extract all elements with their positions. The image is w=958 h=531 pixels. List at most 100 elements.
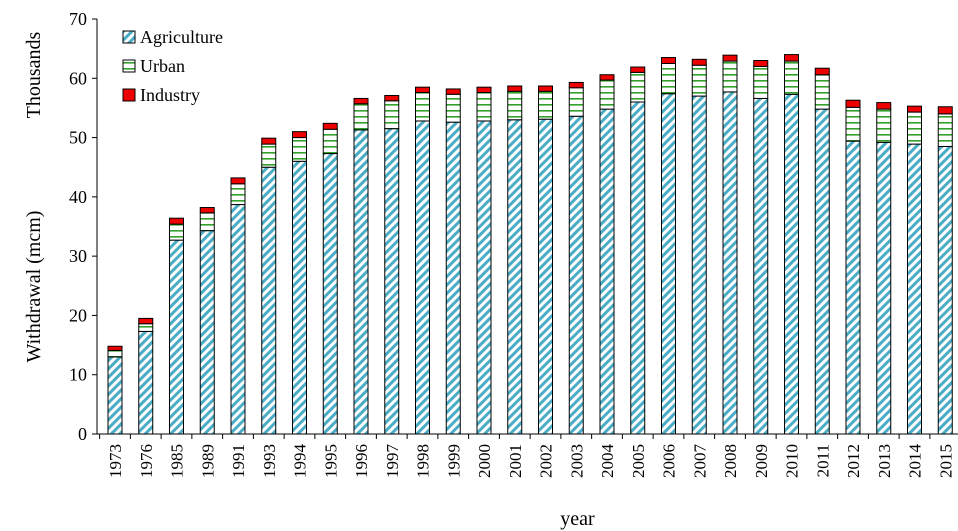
y-tick-label: 40 [69, 187, 87, 207]
bar-agriculture-1996 [353, 129, 369, 435]
y-tick-label: 10 [69, 365, 87, 385]
bar-urban-2006 [661, 62, 676, 95]
x-tick-label: 1998 [414, 444, 433, 478]
x-tick-label: 2011 [813, 444, 832, 477]
x-tick-label: 1989 [198, 444, 217, 478]
x-tick-label: 2013 [875, 444, 894, 478]
bar-industry-2002 [538, 85, 553, 92]
bar-industry-2011 [814, 67, 830, 76]
bar-agriculture-2003 [568, 115, 584, 435]
bar-urban-1973 [107, 349, 123, 358]
bar-industry-2005 [630, 66, 646, 73]
bar-agriculture-2008 [722, 91, 738, 435]
bar-agriculture-1985 [169, 239, 184, 435]
legend-swatch-agriculture [122, 30, 136, 44]
bar-urban-1998 [415, 92, 430, 122]
bar-urban-2011 [814, 74, 830, 110]
x-axis-title: year [560, 508, 595, 530]
bar-agriculture-2009 [753, 97, 769, 435]
bar-industry-2004 [599, 74, 615, 81]
bar-agriculture-2006 [661, 93, 676, 435]
bar-agriculture-2002 [538, 118, 553, 435]
x-tick-label: 2008 [721, 444, 740, 478]
x-tick-label: 2004 [598, 444, 617, 479]
bar-industry-1999 [445, 88, 461, 95]
x-tick-label: 1993 [260, 444, 279, 478]
bar-agriculture-1976 [138, 330, 154, 435]
legend-swatch-urban [122, 59, 136, 73]
bar-industry-1989 [199, 207, 215, 214]
bar-urban-1995 [322, 128, 338, 155]
x-tick-label: 2002 [537, 444, 556, 478]
bar-industry-1994 [292, 131, 307, 139]
x-tick-label: 2006 [660, 444, 679, 478]
legend-label-industry: Industry [140, 85, 200, 105]
bar-industry-1976 [138, 317, 154, 325]
y-tick-label: 0 [78, 424, 87, 444]
x-tick-label: 2012 [844, 444, 863, 478]
y-tick-label: 70 [69, 9, 87, 29]
x-tick-label: 2000 [475, 444, 494, 478]
legend-label-agriculture: Agriculture [140, 27, 223, 47]
bar-industry-2014 [907, 105, 922, 113]
x-tick-label: 1999 [444, 444, 463, 478]
bar-industry-2003 [568, 81, 584, 89]
legend-swatch-industry [122, 88, 136, 102]
bar-industry-2008 [722, 54, 738, 62]
bar-industry-2007 [691, 58, 707, 66]
bar-agriculture-2012 [845, 140, 861, 435]
bar-industry-2009 [753, 60, 769, 67]
bar-urban-2000 [476, 92, 492, 122]
bar-urban-1996 [353, 103, 369, 131]
y-tick-label: 60 [69, 68, 87, 88]
bar-urban-2008 [722, 60, 738, 93]
x-tick-label: 1996 [352, 444, 371, 478]
bar-agriculture-2001 [507, 119, 523, 435]
x-tick-label: 1995 [321, 444, 340, 478]
x-tick-label: 2003 [567, 444, 586, 478]
y-axis-unit-label: Thousands [23, 31, 45, 118]
bar-industry-2013 [876, 102, 892, 110]
y-axis-title: Withdrawal (mcm) [23, 211, 45, 363]
y-tick-label: 30 [69, 246, 87, 266]
bar-industry-2001 [507, 85, 523, 92]
bar-urban-1989 [199, 212, 215, 232]
bar-industry-1996 [353, 97, 369, 105]
bar-agriculture-1999 [445, 121, 461, 435]
bar-urban-1985 [169, 223, 184, 241]
bar-urban-1976 [138, 323, 154, 332]
x-tick-label: 1997 [383, 444, 402, 479]
bar-industry-2012 [845, 99, 861, 108]
legend: Agriculture Urban Industry [122, 27, 223, 105]
bar-industry-1995 [322, 122, 338, 130]
bar-urban-2015 [937, 113, 953, 147]
x-tick-label: 2010 [783, 444, 802, 478]
bar-agriculture-2010 [784, 93, 799, 435]
bar-agriculture-2013 [876, 141, 892, 435]
bar-agriculture-2015 [937, 145, 953, 435]
bar-urban-1997 [384, 100, 400, 130]
x-tick-label: 2009 [752, 444, 771, 478]
bar-urban-2013 [876, 108, 892, 143]
bar-agriculture-1991 [230, 204, 246, 435]
bar-agriculture-1997 [384, 128, 400, 435]
bar-industry-1991 [230, 177, 246, 185]
x-tick-label: 2015 [936, 444, 955, 478]
bar-industry-1985 [169, 217, 184, 225]
bar-agriculture-2000 [476, 120, 492, 435]
bar-industry-2010 [784, 54, 799, 62]
bar-urban-2005 [630, 71, 646, 103]
y-tick-label: 20 [69, 305, 87, 325]
bar-urban-1991 [230, 183, 246, 206]
bar-industry-2000 [476, 86, 492, 94]
bar-urban-1999 [445, 93, 461, 123]
bar-urban-2012 [845, 106, 861, 142]
bar-agriculture-2004 [599, 108, 615, 435]
bar-industry-2015 [937, 106, 953, 115]
bar-agriculture-1989 [199, 230, 215, 435]
bar-industry-2006 [661, 57, 676, 64]
x-tick-label: 1991 [229, 444, 248, 478]
x-tick-label: 2005 [629, 444, 648, 478]
bar-industry-1997 [384, 94, 400, 102]
